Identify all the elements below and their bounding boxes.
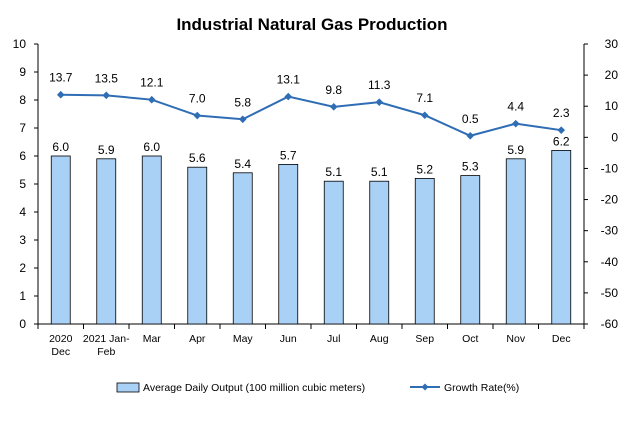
left-tick-label: 7 bbox=[19, 121, 26, 135]
line-data-labels: 13.7 13.5 12.1 7.0 5.8 13.1 9.8 11.3 7.1 0.5 4.4 2.… bbox=[49, 71, 570, 126]
bar-data-label: 6.0 bbox=[143, 140, 160, 154]
legend-bar-swatch bbox=[116, 382, 140, 393]
line-marker bbox=[466, 131, 475, 140]
legend-line-marker bbox=[421, 383, 429, 391]
left-tick-label: 2 bbox=[19, 261, 26, 275]
x-tick-label: Mar bbox=[143, 333, 162, 345]
x-tick-label: Apr bbox=[189, 333, 206, 345]
line-data-label: 0.5 bbox=[462, 112, 479, 126]
right-tick-label: 10 bbox=[605, 99, 619, 113]
x-tick-label-line: 2020 bbox=[49, 333, 73, 345]
bar bbox=[50, 155, 71, 325]
bar bbox=[505, 158, 526, 325]
line-marker bbox=[420, 111, 429, 120]
left-tick-label: 10 bbox=[13, 37, 27, 51]
line-data-label: 4.4 bbox=[507, 100, 524, 114]
line-marker bbox=[284, 92, 293, 101]
x-tick-label: 2021 Jan-Feb bbox=[83, 333, 130, 358]
bar-data-label: 5.1 bbox=[325, 165, 342, 179]
bar-data-label: 6.2 bbox=[553, 134, 570, 148]
x-tick-label: Jul bbox=[327, 333, 340, 345]
bar bbox=[96, 158, 117, 325]
legend-line-label: Growth Rate(%) bbox=[444, 382, 519, 394]
bar bbox=[187, 166, 208, 325]
bar-data-label: 5.2 bbox=[416, 162, 433, 176]
line-marker bbox=[375, 98, 384, 106]
left-tick-label: 9 bbox=[19, 65, 26, 79]
right-tick-label: -40 bbox=[601, 255, 619, 269]
bar bbox=[460, 175, 481, 325]
line-marker bbox=[193, 111, 202, 120]
x-tick-label: Aug bbox=[370, 333, 389, 345]
bar-data-label: 5.6 bbox=[189, 151, 206, 165]
x-tick-label: May bbox=[233, 333, 254, 345]
bar-data-labels: 6.0 5.9 6.0 5.6 5.4 5.7 5.1 5.1 5.2 5.3 5.9 6.2 bbox=[52, 134, 570, 179]
bar bbox=[551, 149, 572, 325]
x-tick-label-line: 2021 Jan- bbox=[83, 333, 130, 345]
bar bbox=[414, 177, 435, 325]
left-tick-label: 1 bbox=[19, 289, 26, 303]
bar-data-label: 5.7 bbox=[280, 148, 297, 162]
line-marker bbox=[511, 119, 520, 128]
line-marker bbox=[147, 95, 156, 104]
line-data-label: 13.5 bbox=[95, 71, 119, 85]
x-tick-label: Dec bbox=[552, 333, 571, 345]
line-marker bbox=[557, 126, 566, 134]
line-data-label: 11.3 bbox=[368, 78, 391, 92]
right-tick-label: -10 bbox=[601, 161, 619, 175]
axes: 0 1 2 3 4 5 6 7 8 9 10 -60 -50 -40 -30 -20 -10 0 10 20 30 202… bbox=[13, 37, 619, 358]
right-tick-label: -60 bbox=[601, 317, 619, 331]
chart-title: Industrial Natural Gas Production bbox=[176, 15, 447, 34]
line-data-label: 9.8 bbox=[325, 83, 342, 97]
bar-data-label: 5.9 bbox=[507, 143, 524, 157]
x-tick-label-line: Dec bbox=[51, 346, 70, 358]
growth-rate-line bbox=[60, 93, 562, 137]
left-tick-label: 4 bbox=[19, 205, 26, 219]
line-data-label: 12.1 bbox=[140, 76, 164, 90]
x-tick-label-line: Feb bbox=[97, 346, 115, 358]
bar-data-label: 6.0 bbox=[52, 140, 69, 154]
left-tick-label: 3 bbox=[19, 233, 26, 247]
line-data-label: 7.0 bbox=[189, 92, 206, 106]
left-tick-label: 5 bbox=[19, 177, 26, 191]
line-data-label: 13.7 bbox=[49, 71, 73, 85]
right-tick-label: 0 bbox=[611, 130, 618, 144]
line-marker bbox=[56, 90, 65, 99]
x-tick-label: Nov bbox=[506, 333, 525, 345]
bar bbox=[323, 180, 344, 325]
line-marker bbox=[238, 115, 247, 124]
legend: Average Daily Output (100 million cubic … bbox=[116, 382, 519, 394]
right-tick-label: -20 bbox=[601, 193, 619, 207]
right-tick-label: 20 bbox=[605, 68, 619, 82]
bar bbox=[278, 163, 299, 325]
bar-data-label: 5.4 bbox=[234, 157, 251, 171]
legend-bar-label: Average Daily Output (100 million cubic … bbox=[143, 382, 365, 394]
line-data-label: 7.1 bbox=[416, 91, 433, 105]
bar-data-label: 5.9 bbox=[98, 143, 115, 157]
x-tick-label: Sep bbox=[415, 333, 434, 345]
right-tick-label: -30 bbox=[601, 224, 619, 238]
line-data-label: 5.8 bbox=[234, 95, 251, 109]
bar-data-label: 5.3 bbox=[462, 160, 479, 174]
right-tick-label: 30 bbox=[605, 37, 619, 51]
bar bbox=[369, 180, 390, 325]
line-series bbox=[56, 90, 566, 140]
bar-data-label: 5.1 bbox=[371, 165, 388, 179]
left-tick-label: 0 bbox=[19, 317, 26, 331]
left-tick-label: 8 bbox=[19, 93, 26, 107]
right-tick-label: -50 bbox=[601, 286, 619, 300]
left-tick-label: 6 bbox=[19, 149, 26, 163]
bar-series bbox=[50, 149, 572, 325]
line-data-label: 13.1 bbox=[277, 73, 301, 87]
line-data-label: 2.3 bbox=[553, 106, 570, 120]
x-tick-label: 2020 Dec bbox=[49, 333, 73, 358]
x-tick-label: Jun bbox=[280, 333, 297, 345]
bar bbox=[141, 155, 162, 325]
line-marker bbox=[329, 103, 338, 111]
line-marker bbox=[102, 91, 111, 100]
x-tick-label: Oct bbox=[462, 333, 478, 345]
bar bbox=[232, 172, 253, 325]
